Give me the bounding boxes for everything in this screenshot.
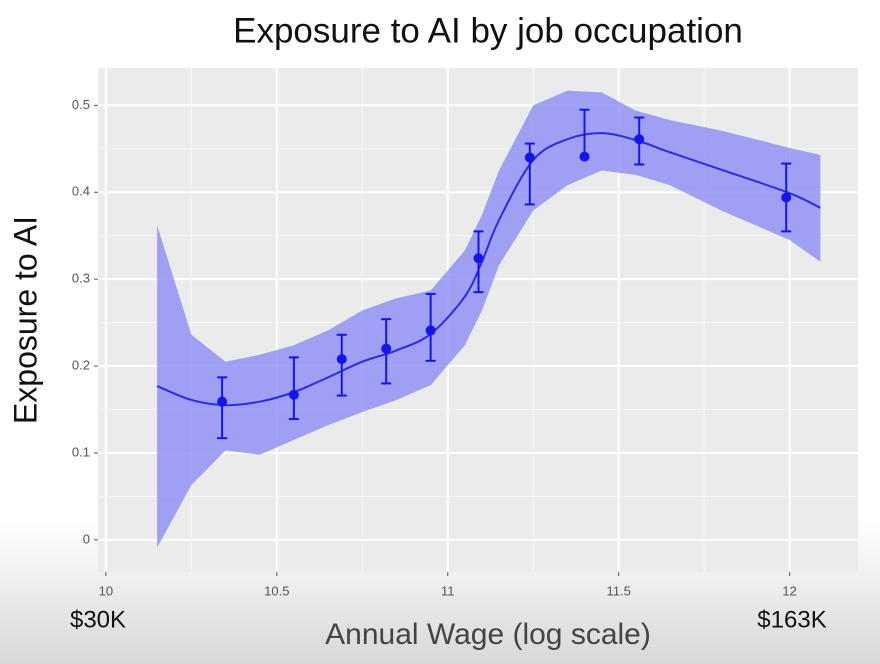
- chart-title: Exposure to AI by job occupation: [233, 11, 743, 50]
- x-tick-label: 11.5: [607, 583, 631, 598]
- data-point: [473, 253, 484, 264]
- annotation: $163K: [757, 606, 826, 633]
- data-point: [579, 151, 590, 162]
- data-point: [524, 152, 535, 163]
- y-tick-label: 0.5: [72, 97, 90, 112]
- x-tick-label: 11: [441, 583, 455, 598]
- data-point: [217, 396, 228, 407]
- data-point: [425, 325, 436, 336]
- annotation: $30K: [70, 606, 126, 633]
- data-point: [336, 354, 347, 365]
- x-tick-label: 10: [99, 583, 113, 598]
- data-point: [634, 134, 645, 145]
- smooth-line: [156, 132, 821, 407]
- data-point: [381, 343, 392, 354]
- data-point: [781, 192, 792, 203]
- x-tick-label: 12: [782, 583, 796, 598]
- y-axis-label: Exposure to AI: [7, 216, 43, 424]
- data-point: [288, 389, 299, 400]
- y-tick-label: 0: [83, 531, 90, 546]
- y-tick-label: 0.1: [72, 444, 90, 459]
- x-tick-label: 10.5: [264, 583, 289, 598]
- y-tick-label: 0.4: [72, 184, 90, 199]
- y-tick-label: 0.3: [72, 271, 90, 286]
- x-axis-label: Annual Wage (log scale): [325, 618, 651, 651]
- y-tick-label: 0.2: [72, 357, 90, 372]
